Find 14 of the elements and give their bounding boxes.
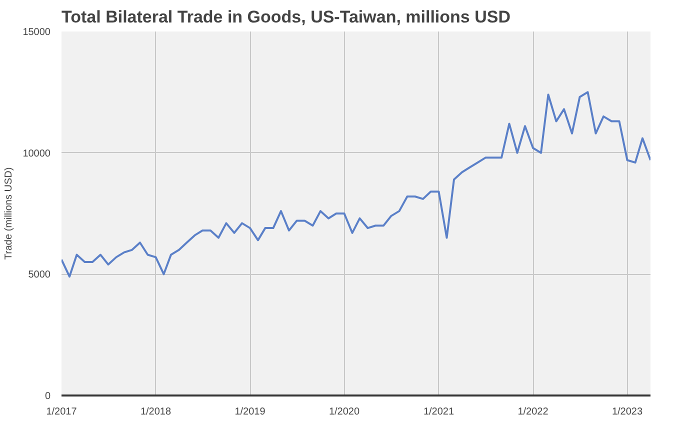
x-tick-label: 1/2023 xyxy=(612,406,643,418)
y-tick-label: 0 xyxy=(44,391,51,402)
x-tick-label: 1/2020 xyxy=(328,406,360,418)
y-tick-label: 15000 xyxy=(22,27,51,38)
x-tick-label: 1/2017 xyxy=(46,406,78,418)
x-tick-label: 1/2019 xyxy=(234,406,266,418)
y-tick-label: 10000 xyxy=(22,148,51,160)
x-tick-label: 1/2018 xyxy=(140,406,172,418)
x-tick-label: 1/2022 xyxy=(518,406,549,418)
chart-title: Total Bilateral Trade in Goods, US-Taiwan, millions USD xyxy=(62,8,510,26)
x-tick-label: 1/2021 xyxy=(423,406,454,418)
line-series xyxy=(62,91,650,278)
y-tick-label: 5000 xyxy=(28,270,51,281)
y-axis-title: Trade (millions USD) xyxy=(4,167,15,260)
